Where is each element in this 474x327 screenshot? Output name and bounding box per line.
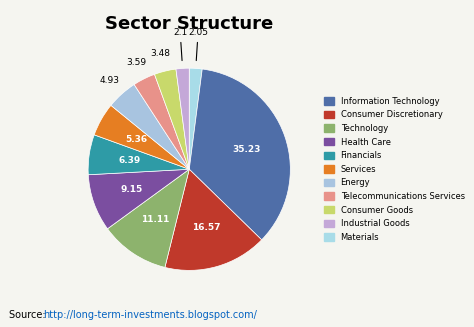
Wedge shape	[134, 74, 189, 169]
Text: 3.59: 3.59	[126, 58, 146, 67]
Wedge shape	[176, 68, 189, 169]
Text: 16.57: 16.57	[191, 223, 220, 232]
Text: http://long-term-investments.blogspot.com/: http://long-term-investments.blogspot.co…	[43, 310, 256, 320]
Text: 2.05: 2.05	[188, 28, 208, 60]
Text: 35.23: 35.23	[232, 145, 261, 154]
Text: 6.39: 6.39	[118, 156, 140, 165]
Wedge shape	[94, 105, 189, 169]
Text: Source:: Source:	[9, 310, 49, 320]
Title: Sector Structure: Sector Structure	[105, 15, 273, 33]
Text: 5.36: 5.36	[126, 135, 147, 144]
Wedge shape	[155, 69, 189, 169]
Wedge shape	[111, 84, 189, 169]
Wedge shape	[189, 69, 291, 240]
Wedge shape	[108, 169, 189, 267]
Text: 4.93: 4.93	[100, 76, 119, 85]
Wedge shape	[165, 169, 262, 270]
Wedge shape	[189, 68, 202, 169]
Text: 9.15: 9.15	[121, 185, 143, 194]
Wedge shape	[88, 135, 189, 175]
Text: 3.48: 3.48	[151, 49, 171, 58]
Legend: Information Technology, Consumer Discretionary, Technology, Health Care, Financi: Information Technology, Consumer Discret…	[320, 93, 469, 246]
Text: 11.11: 11.11	[141, 215, 170, 224]
Wedge shape	[88, 169, 189, 229]
Text: 2.1: 2.1	[173, 28, 187, 60]
